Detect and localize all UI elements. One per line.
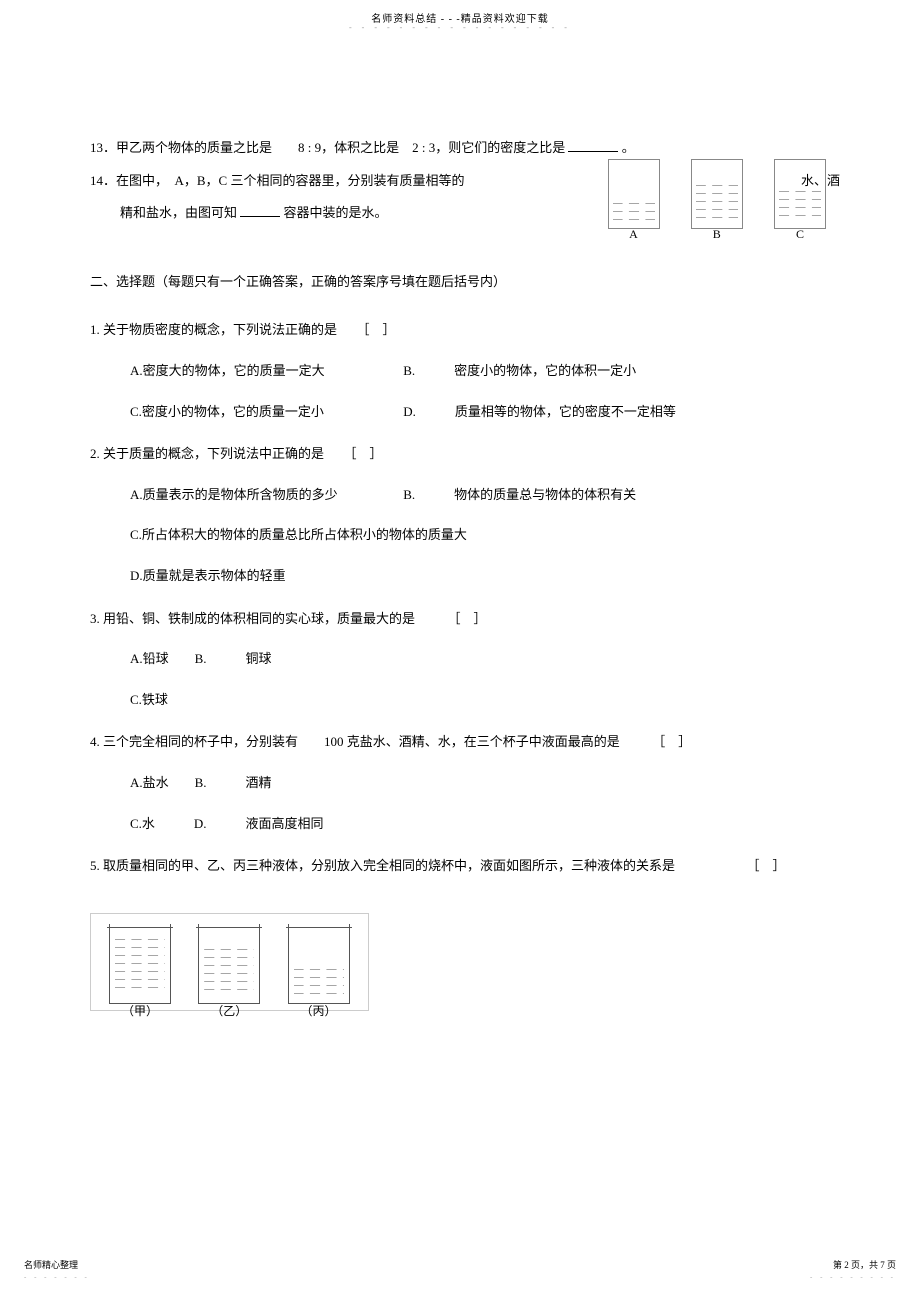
q2-opt-c: C.所占体积大的物体的质量总比所占体积小的物体的质量大: [130, 521, 467, 550]
q2-opt-d: D.质量就是表示物体的轻重: [130, 562, 286, 591]
beaker-jia: — — — — — — — — — — — — — — — — — — — — …: [109, 924, 171, 1004]
q14-line2b: 容器中装的是水。: [284, 205, 388, 220]
q4-opt-a: A.盐水 B. 酒精: [130, 769, 272, 798]
mc-q2: 2. 关于质量的概念，下列说法中正确的是 ［ ］ A.质量表示的是物体所含物质的…: [90, 440, 860, 590]
beaker-yi-label: （乙）: [211, 998, 247, 1024]
q13-end: 。: [622, 140, 635, 155]
beaker-bing-label: （丙）: [300, 998, 336, 1024]
beaker-diagram: — — — — — — — — — — — — — — — — — — — — …: [90, 913, 369, 1011]
main-content: 13．甲乙两个物体的质量之比是 8 : 9，体积之比是 2 : 3，则它们的密度…: [0, 34, 920, 1011]
q5-stem: 5. 取质量相同的甲、乙、丙三种液体，分别放入完全相同的烧杯中，液面如图所示，三…: [90, 852, 860, 881]
q1-opt-c: C.密度小的物体，它的质量一定小: [130, 398, 400, 427]
q13-blank: [568, 138, 618, 152]
q1-opt-d: D. 质量相等的物体，它的密度不一定相等: [403, 398, 676, 427]
section2-title: 二、选择题（每题只有一个正确答案，正确的答案序号填在题后括号内）: [90, 268, 860, 297]
q2-stem: 2. 关于质量的概念，下列说法中正确的是 ［ ］: [90, 440, 860, 469]
beaker-yi: — — — — — — — — — — — — — — — — — — — — …: [198, 924, 260, 1004]
footer-left-dots: - - - - - - -: [24, 1273, 90, 1281]
q3-opt-a: A.铅球 B. 铜球: [130, 645, 272, 674]
q3-opt-c: C.铁球: [130, 686, 168, 715]
mc-q3: 3. 用铅、铜、铁制成的体积相同的实心球，质量最大的是 ［ ］ A.铅球 B. …: [90, 605, 860, 715]
mc-q1: 1. 关于物质密度的概念，下列说法正确的是 ［ ］ A.密度大的物体，它的质量一…: [90, 316, 860, 426]
q2-opt-b: B. 物体的质量总与物体的体积有关: [403, 481, 636, 510]
beaker-bing: — — — — — — — — — — — — — — — — （丙）: [288, 924, 350, 1004]
q4-stem: 4. 三个完全相同的杯子中，分别装有 100 克盐水、酒精、水，在三个杯子中液面…: [90, 728, 860, 757]
header-dots: - - - - - - - - - - - - - - - - - -: [0, 23, 920, 32]
footer-right: 第 2 页，共 7 页 - - - - - - - - -: [810, 1258, 896, 1281]
q13-text: 13．甲乙两个物体的质量之比是 8 : 9，体积之比是 2 : 3，则它们的密度…: [90, 140, 565, 155]
container-a-label: A: [629, 221, 638, 247]
q2-opt-a: A.质量表示的是物体所含物质的多少: [130, 481, 400, 510]
footer-right-dots: - - - - - - - - -: [810, 1273, 896, 1281]
mc-q4: 4. 三个完全相同的杯子中，分别装有 100 克盐水、酒精、水，在三个杯子中液面…: [90, 728, 860, 838]
q14-blank: [240, 203, 280, 217]
q1-opt-a: A.密度大的物体，它的质量一定大: [130, 357, 400, 386]
footer-left-text: 名师精心整理: [24, 1260, 78, 1270]
container-a: — — — — — — — — — A: [608, 159, 660, 229]
footer-left: 名师精心整理 - - - - - - -: [24, 1258, 90, 1281]
container-b-label: B: [713, 221, 721, 247]
container-b: — — — — — — — — — — — — — — — B: [691, 159, 743, 229]
q14: 14．在图中， A，B，C 三个相同的容器里，分别装有质量相等的 水、酒 精和盐…: [90, 167, 860, 228]
q1-stem: 1. 关于物质密度的概念，下列说法正确的是 ［ ］: [90, 316, 860, 345]
page-footer: 名师精心整理 - - - - - - - 第 2 页，共 7 页 - - - -…: [24, 1258, 896, 1281]
page-header: 名师资料总结 - - -精品资料欢迎下载 - - - - - - - - - -…: [0, 0, 920, 34]
q14-line2a: 精和盐水，由图可知: [120, 205, 237, 220]
q4-opt-c: C.水 D. 液面高度相同: [130, 810, 324, 839]
container-c: — — — — — — — — — — — — C: [774, 159, 826, 229]
mc-q5: 5. 取质量相同的甲、乙、丙三种液体，分别放入完全相同的烧杯中，液面如图所示，三…: [90, 852, 860, 881]
beaker-jia-label: （甲）: [122, 998, 158, 1024]
footer-right-text: 第 2 页，共 7 页: [833, 1260, 896, 1270]
q14-line1a: 14．在图中， A，B，C 三个相同的容器里，分别装有质量相等的: [90, 173, 464, 188]
containers-diagram: — — — — — — — — — A — — — — — — — — — — …: [594, 159, 841, 229]
container-c-label: C: [796, 221, 804, 247]
q3-stem: 3. 用铅、铜、铁制成的体积相同的实心球，质量最大的是 ［ ］: [90, 605, 860, 634]
q1-opt-b: B. 密度小的物体，它的体积一定小: [403, 357, 636, 386]
